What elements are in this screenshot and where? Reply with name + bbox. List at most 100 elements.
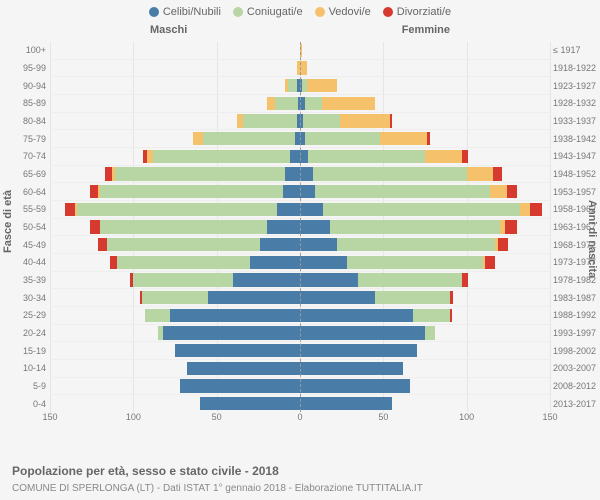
bar-segment <box>390 114 392 127</box>
bar-segment <box>467 167 494 180</box>
bar-segment <box>300 256 347 269</box>
bar-segment <box>163 326 300 339</box>
age-label: 55-59 <box>8 204 46 214</box>
bar-segment <box>237 114 244 127</box>
female-bar <box>300 183 550 200</box>
birth-year-label: 2008-2012 <box>553 381 600 391</box>
bar-segment <box>180 379 300 392</box>
male-bar <box>50 130 300 147</box>
bar-segment <box>110 256 117 269</box>
bar-segment <box>267 220 300 233</box>
birth-year-label: ≤ 1917 <box>553 45 600 55</box>
female-bar <box>300 60 550 77</box>
legend: Celibi/Nubili Coniugati/e Vedovi/e Divorzia… <box>0 0 600 20</box>
female-bar <box>300 219 550 236</box>
x-axis: 15010050050100150 <box>50 412 550 432</box>
birth-year-label: 1988-1992 <box>553 310 600 320</box>
bar-segment <box>303 114 340 127</box>
bar-segment <box>375 291 450 304</box>
bar-segment <box>90 185 98 198</box>
birth-year-label: 1973-1977 <box>553 257 600 267</box>
male-bar <box>50 201 300 218</box>
bar-segment <box>413 309 450 322</box>
bar-segment <box>358 273 461 286</box>
age-label: 65-69 <box>8 169 46 179</box>
bar-segment <box>233 273 300 286</box>
bar-segment <box>308 150 425 163</box>
bar-segment <box>493 167 501 180</box>
bar-segment <box>427 132 430 145</box>
bar-segment <box>275 97 298 110</box>
bar-segment <box>107 238 260 251</box>
bar-segment <box>100 185 283 198</box>
female-bar <box>300 130 550 147</box>
bar-segment <box>300 397 392 410</box>
male-bar <box>50 378 300 395</box>
header-male: Maschi <box>150 24 187 36</box>
bar-segment <box>300 273 358 286</box>
bar-segment <box>285 167 300 180</box>
female-bar <box>300 236 550 253</box>
male-bar <box>50 254 300 271</box>
legend-label: Vedovi/e <box>329 6 371 18</box>
legend-label: Divorziati/e <box>397 6 451 18</box>
female-bar <box>300 325 550 342</box>
bar-segment <box>300 167 313 180</box>
bar-segment <box>300 362 403 375</box>
bar-segment <box>450 291 453 304</box>
female-bar <box>300 166 550 183</box>
age-label: 25-29 <box>8 310 46 320</box>
birth-year-label: 1943-1947 <box>553 151 600 161</box>
birth-year-label: 1958-1962 <box>553 204 600 214</box>
bar-segment <box>490 185 507 198</box>
bar-segment <box>277 203 300 216</box>
bar-segment <box>305 97 322 110</box>
female-bar <box>300 307 550 324</box>
bar-segment <box>498 238 508 251</box>
bar-segment <box>300 309 413 322</box>
female-bar <box>300 360 550 377</box>
birth-year-label: 1983-1987 <box>553 293 600 303</box>
bar-segment <box>145 309 170 322</box>
male-bar <box>50 289 300 306</box>
x-tick-label: 150 <box>542 412 557 422</box>
age-label: 70-74 <box>8 151 46 161</box>
birth-year-label: 1993-1997 <box>553 328 600 338</box>
bar-segment <box>340 114 390 127</box>
legend-label: Celibi/Nubili <box>163 6 221 18</box>
bar-segment <box>250 256 300 269</box>
bar-segment <box>288 79 296 92</box>
age-label: 0-4 <box>8 399 46 409</box>
male-bar <box>50 236 300 253</box>
bar-segment <box>462 150 469 163</box>
bar-segment <box>208 291 300 304</box>
bar-segment <box>100 220 267 233</box>
birth-year-label: 1948-1952 <box>553 169 600 179</box>
age-label: 90-94 <box>8 81 46 91</box>
bar-segment <box>260 238 300 251</box>
birth-year-label: 1933-1937 <box>553 116 600 126</box>
bar-segment <box>337 238 495 251</box>
x-tick-label: 0 <box>297 412 302 422</box>
female-bar <box>300 395 550 412</box>
chart-caption: Popolazione per età, sesso e stato civil… <box>12 464 279 478</box>
bar-segment <box>520 203 530 216</box>
male-bar <box>50 148 300 165</box>
legend-swatch <box>383 7 393 17</box>
header-female: Femmine <box>402 24 450 36</box>
female-bar <box>300 342 550 359</box>
bar-segment <box>77 203 277 216</box>
bar-segment <box>300 238 337 251</box>
female-bar <box>300 378 550 395</box>
bar-segment <box>307 79 337 92</box>
age-label: 30-34 <box>8 293 46 303</box>
age-label: 100+ <box>8 45 46 55</box>
legend-item: Coniugati/e <box>233 6 303 18</box>
male-bar <box>50 183 300 200</box>
female-bar <box>300 113 550 130</box>
age-label: 15-19 <box>8 346 46 356</box>
bar-segment <box>505 220 517 233</box>
birth-year-label: 1923-1927 <box>553 81 600 91</box>
female-bar <box>300 289 550 306</box>
birth-year-label: 1968-1972 <box>553 240 600 250</box>
